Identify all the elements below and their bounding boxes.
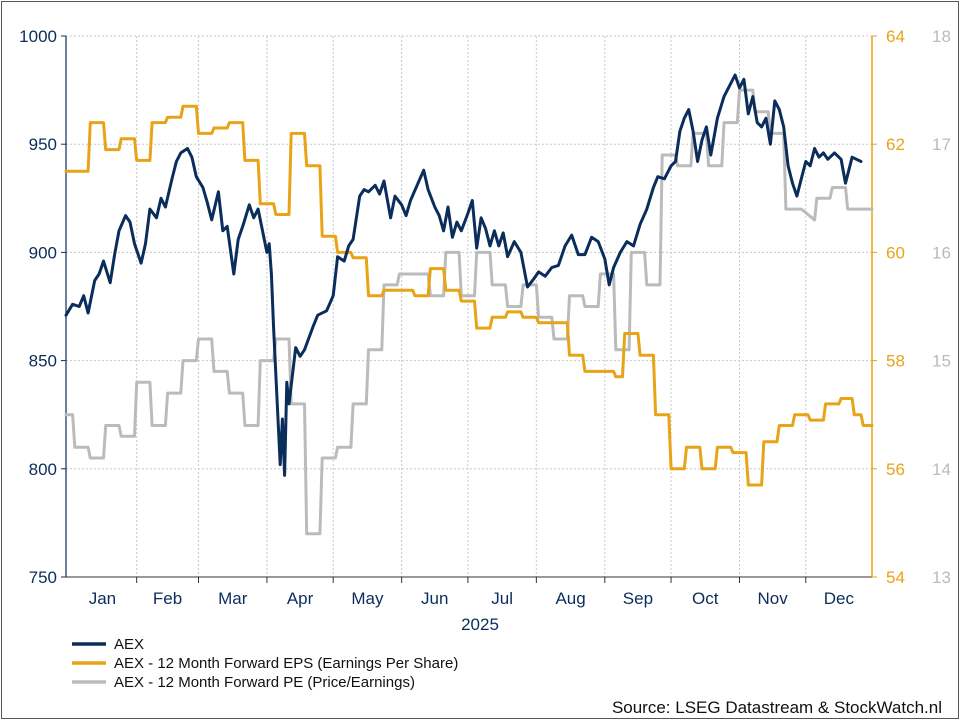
x-tick-label-jun: Jun xyxy=(421,589,448,608)
aex-line xyxy=(64,73,863,477)
x-tick-label-feb: Feb xyxy=(153,589,182,608)
right-eps-tick-label: 60 xyxy=(886,243,905,262)
pe-line xyxy=(64,88,874,536)
right-pe-tick-label: 17 xyxy=(932,135,951,154)
right-eps-tick-label: 54 xyxy=(886,568,905,587)
left-tick-label: 950 xyxy=(29,135,57,154)
eps-line xyxy=(64,104,874,487)
right-pe-tick-label: 18 xyxy=(932,27,951,46)
legend-pe-label: AEX - 12 Month Forward PE (Price/Earning… xyxy=(114,674,415,691)
right-pe-tick-label: 14 xyxy=(932,460,951,479)
left-tick-label: 900 xyxy=(29,243,57,262)
x-tick-label-dec: Dec xyxy=(824,589,855,608)
x-tick-label-mar: Mar xyxy=(218,589,248,608)
left-tick-label: 800 xyxy=(29,460,57,479)
x-tick-label-may: May xyxy=(351,589,384,608)
left-tick-label: 750 xyxy=(29,568,57,587)
x-axis-label: 2025 xyxy=(461,615,499,634)
x-tick-label-jan: Jan xyxy=(89,589,116,608)
x-tick-label-aug: Aug xyxy=(555,589,585,608)
x-tick-label-sep: Sep xyxy=(623,589,653,608)
x-tick-label-jul: Jul xyxy=(491,589,513,608)
left-tick-label: 1000 xyxy=(19,27,57,46)
x-tick-label-apr: Apr xyxy=(287,589,314,608)
source-note: Source: LSEG Datastream & StockWatch.nl xyxy=(612,698,942,717)
x-tick-label-oct: Oct xyxy=(692,589,719,608)
right-eps-tick-label: 64 xyxy=(886,27,905,46)
x-tick-label-nov: Nov xyxy=(758,589,789,608)
right-eps-tick-label: 58 xyxy=(886,352,905,371)
left-tick-label: 850 xyxy=(29,352,57,371)
right-eps-tick-label: 62 xyxy=(886,135,905,154)
right-pe-tick-label: 13 xyxy=(932,568,951,587)
right-pe-tick-label: 15 xyxy=(932,352,951,371)
legend-eps-label: AEX - 12 Month Forward EPS (Earnings Per… xyxy=(114,655,458,672)
legend-aex-label: AEX xyxy=(114,636,144,653)
right-pe-tick-label: 16 xyxy=(932,243,951,262)
right-eps-tick-label: 56 xyxy=(886,460,905,479)
